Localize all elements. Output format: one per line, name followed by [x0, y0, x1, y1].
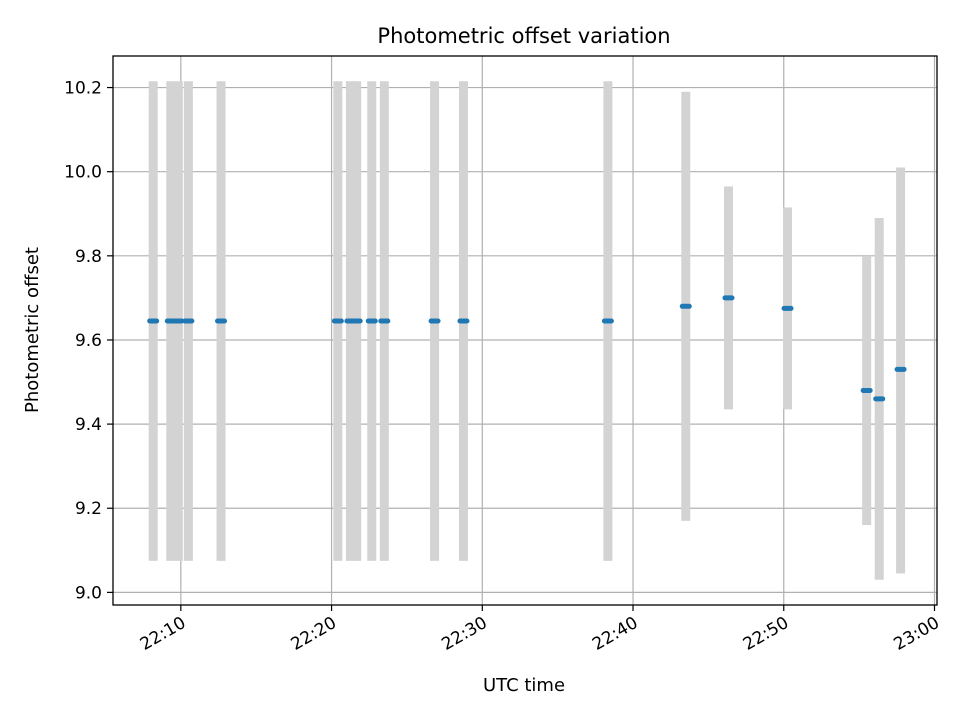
y-tick-label: 9.6: [75, 331, 102, 351]
tick-layer: 9.0 9.2 9.4 9.6 9.8 10.0 10.2 22:10 22:20 22:30 22…: [64, 79, 943, 655]
grid-layer: [113, 56, 937, 605]
plot-frame: [112, 55, 938, 606]
y-axis-label: Photometric offset: [22, 247, 43, 413]
x-tick-label: 22:10: [137, 613, 189, 655]
chart-title: Photometric offset variation: [377, 24, 670, 48]
y-tick-label: 9.0: [75, 583, 102, 603]
y-tick-label: 9.2: [75, 499, 102, 519]
y-tick-label: 9.8: [75, 247, 102, 267]
x-tick-label: 22:30: [438, 613, 490, 655]
error-bar-layer: [148, 81, 906, 580]
x-axis-label: UTC time: [483, 675, 565, 696]
y-tick-label: 10.0: [64, 163, 102, 183]
x-tick-label: 22:20: [288, 613, 340, 655]
y-tick-label: 10.2: [64, 79, 102, 99]
point-layer: [147, 295, 907, 402]
x-tick-label: 23:00: [891, 613, 943, 655]
x-tick-label: 22:40: [589, 613, 641, 655]
y-tick-label: 9.4: [75, 415, 102, 435]
x-tick-label: 22:50: [740, 613, 792, 655]
